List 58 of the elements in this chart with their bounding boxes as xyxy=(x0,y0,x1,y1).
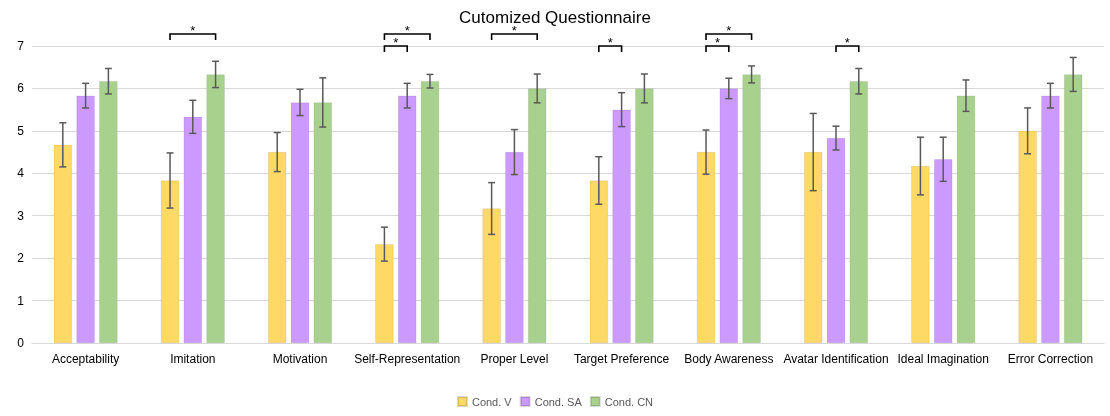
bar xyxy=(375,244,394,343)
bar xyxy=(420,81,440,343)
y-tick-label: 2 xyxy=(17,251,25,266)
bar xyxy=(99,81,118,343)
bar xyxy=(589,180,608,343)
bar xyxy=(160,180,180,343)
bar xyxy=(804,152,823,343)
bar xyxy=(934,159,953,343)
bar xyxy=(911,166,930,343)
bar xyxy=(612,109,631,343)
y-tick-label: 4 xyxy=(17,166,25,181)
bar xyxy=(849,81,868,343)
x-tick-label: Acceptability xyxy=(51,351,120,366)
bar xyxy=(76,95,95,343)
y-tick-label: 6 xyxy=(17,81,25,96)
y-tick-label: 1 xyxy=(17,293,25,308)
y-tick-label: 0 xyxy=(17,336,25,350)
annotation: * xyxy=(714,35,720,50)
annotation: * xyxy=(844,35,850,50)
y-tick-label: 5 xyxy=(17,123,25,138)
x-tick-label: Target Preference xyxy=(573,351,670,366)
bar xyxy=(826,138,846,343)
bar xyxy=(635,88,654,343)
bar xyxy=(719,88,738,343)
bar xyxy=(742,74,761,343)
bar xyxy=(1018,130,1037,343)
text: * xyxy=(190,23,196,38)
annotation: * xyxy=(607,35,613,50)
x-tick-label: Proper Level xyxy=(480,351,549,366)
text: * xyxy=(726,23,732,38)
x-tick-label: Ideal Imagination xyxy=(897,351,989,366)
bar xyxy=(482,208,501,343)
legend-label: Cond. SA xyxy=(534,395,583,408)
x-tick-label: Avatar Identification xyxy=(783,351,889,366)
x-tick-label: Body Awareness xyxy=(684,351,774,366)
y-tick-label: 7 xyxy=(17,39,25,53)
text: * xyxy=(404,23,410,38)
bar xyxy=(313,102,332,343)
bar xyxy=(1064,74,1083,343)
bar xyxy=(398,95,417,343)
legend-label: Cond. CN xyxy=(604,395,654,408)
bar xyxy=(206,74,225,343)
bar xyxy=(956,95,976,343)
bar xyxy=(290,102,310,343)
annotation: * xyxy=(393,35,399,50)
bar xyxy=(1041,95,1060,343)
x-tick-label: Self-Representation xyxy=(354,351,461,366)
y-tick-label: 3 xyxy=(17,208,25,223)
x-tick-label: Error Correction xyxy=(1007,351,1094,366)
bar xyxy=(183,116,202,343)
x-tick-label: Motivation xyxy=(272,351,328,366)
bar xyxy=(528,88,547,343)
legend-label: Cond. V xyxy=(471,395,513,408)
bar xyxy=(53,144,72,343)
bar xyxy=(268,152,287,343)
bar xyxy=(696,152,716,343)
x-tick-label: Imitation xyxy=(170,351,216,366)
bar xyxy=(505,152,524,343)
